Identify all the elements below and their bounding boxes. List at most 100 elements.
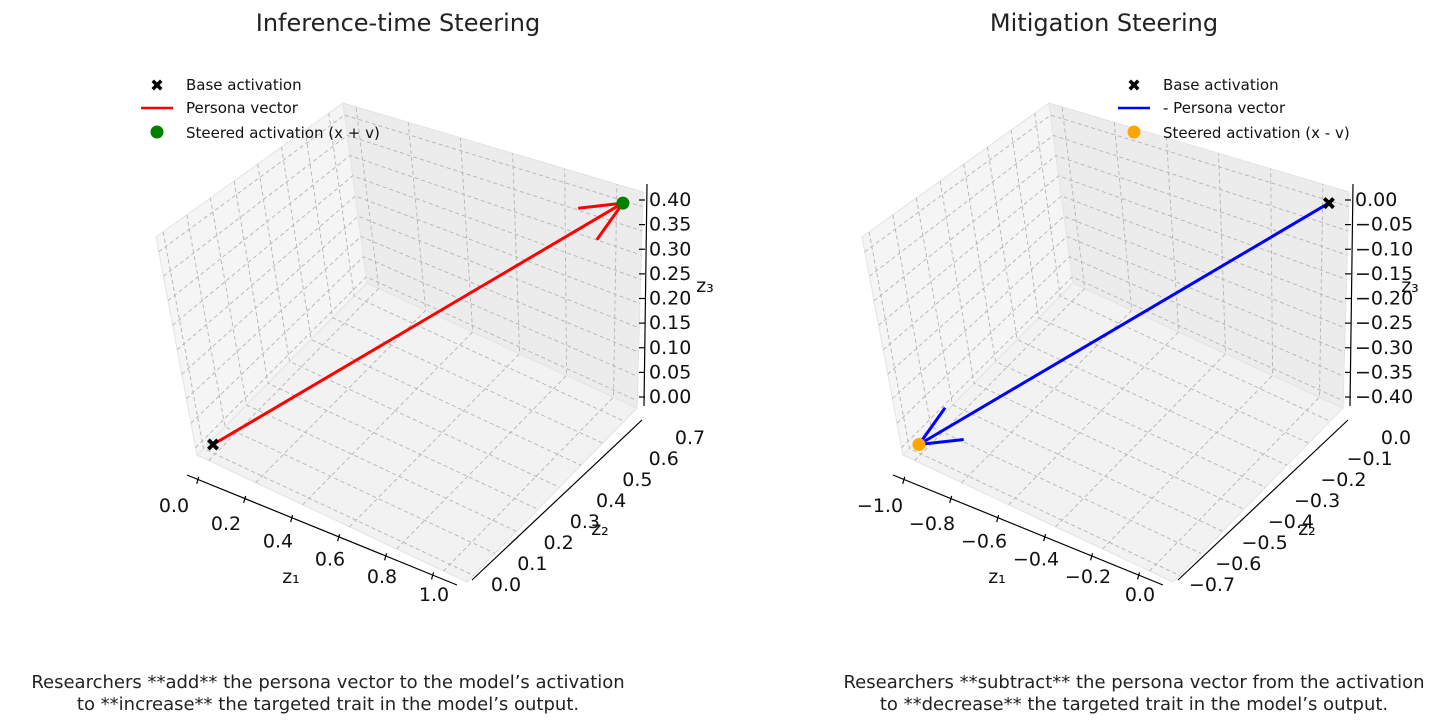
caption-line-1: Researchers **subtract** the persona vec… xyxy=(843,672,1424,693)
grid-line-y xyxy=(963,164,1266,488)
legend-label-vector: - Persona vector xyxy=(1163,99,1286,117)
legend-label-base: Base activation xyxy=(186,76,302,94)
caption-line-2: to **increase** the targeted trait in th… xyxy=(77,694,579,715)
z-tick-label: −0.20 xyxy=(1355,288,1413,310)
y-tick-label: 0.6 xyxy=(649,448,679,470)
z-tick-label: −0.05 xyxy=(1355,214,1413,236)
z-tick-label: −0.40 xyxy=(1355,386,1413,408)
axis-lines xyxy=(892,183,1354,586)
y-tick-label: −0.2 xyxy=(1320,469,1366,491)
z-axis-label: z₃ xyxy=(1401,275,1419,297)
z-tick-label: −0.25 xyxy=(1355,312,1413,334)
z-tick-label: −0.35 xyxy=(1355,361,1413,383)
z-tick-label: 0.00 xyxy=(1355,189,1397,211)
z-tick-label: 0.10 xyxy=(649,337,691,359)
y-axis-line xyxy=(1177,419,1349,581)
base-activation-marker xyxy=(207,438,219,451)
y-tick-label: 0.1 xyxy=(517,553,547,575)
x-tick-mark xyxy=(996,514,1000,523)
x-tick-mark xyxy=(196,476,200,484)
grid-line-z xyxy=(172,175,641,326)
axis-panes xyxy=(155,102,644,583)
x-tick-label: 0.4 xyxy=(263,531,293,553)
x-tick-labels: −1.0 −0.8 −0.6 −0.4 −0.2 0.0 xyxy=(857,476,1155,606)
steered-activation-point xyxy=(912,438,926,451)
y-tick-labels: 0.00.10.20.30.40.50.60.7 xyxy=(491,427,705,596)
caption-line-2: to **decrease** the targeted trait in th… xyxy=(880,694,1388,715)
z-tick-label: 0.05 xyxy=(649,361,691,383)
grid-line-y xyxy=(987,147,1288,466)
y-tick-label: −0.5 xyxy=(1242,532,1288,554)
grid-line-z xyxy=(882,195,1347,351)
y-axis-line xyxy=(471,419,643,581)
grid-line-y xyxy=(1034,113,1331,422)
grid-line-y xyxy=(915,197,1223,532)
x-tick-label: 0.0 xyxy=(159,495,189,517)
z-tick-label: −0.30 xyxy=(1355,337,1413,359)
grid-line-y xyxy=(892,214,1202,554)
chart-title: Inference-time Steering xyxy=(256,9,540,37)
data-marks xyxy=(207,196,630,451)
z-tick-labels: 0.00 0.050.10 0.150.20 0.25 0.300.35 0.40 xyxy=(639,189,691,408)
legend: Base activation Persona vector Steered a… xyxy=(141,76,380,142)
data-marks xyxy=(912,197,1335,451)
grid-line-z xyxy=(878,175,1347,326)
grid-line-y xyxy=(1010,130,1309,444)
x-tick-mark xyxy=(1043,534,1047,542)
x-tick-label: −0.4 xyxy=(1013,548,1059,570)
x-tick-mark xyxy=(383,553,388,561)
x-tick-label: −0.8 xyxy=(909,513,955,535)
caption-line-1: Researchers **add** the persona vector t… xyxy=(31,672,624,693)
grid-line-x xyxy=(1008,137,1180,506)
x-tick-labels: 0.0 0.2 0.4 0.6 0.8 1.0 xyxy=(159,476,449,606)
grid-line-z xyxy=(887,215,1346,375)
x-tick-mark xyxy=(430,572,435,580)
z-tick-label: 0.40 xyxy=(649,189,691,211)
y-axis-label: z₂ xyxy=(591,518,609,540)
grid-line-x xyxy=(208,106,380,461)
legend-label-steered: Steered activation (x + v) xyxy=(186,124,380,142)
grid-line-x xyxy=(255,122,427,483)
base-activation-point xyxy=(1322,197,1335,210)
x-tick-label: −0.6 xyxy=(961,531,1007,553)
z-tick-label: 0.30 xyxy=(649,238,691,260)
z-tick-label: 0.35 xyxy=(649,214,691,236)
legend-label-base: Base activation xyxy=(1163,76,1279,94)
mitigation-steering-panel: Mitigation Steering −1.0 −0.8 −0.6 −0.4 −0.2… xyxy=(843,9,1424,715)
legend-marker-steered xyxy=(1127,125,1141,139)
grid-line-z xyxy=(892,235,1345,400)
grid-line-y xyxy=(162,231,474,576)
inference-steering-panel: Inference-time Steering 0.0 0.2 0.4 0.6 0.8 1… xyxy=(31,9,713,715)
x-tick-label: −1.0 xyxy=(857,495,903,517)
grid-line-z xyxy=(186,235,639,400)
grid-line-z xyxy=(181,215,640,375)
x-axis-line xyxy=(186,474,458,586)
grid-line-y xyxy=(233,180,539,510)
y-axis-label: z₂ xyxy=(1298,518,1316,540)
y-tick-label: 0.0 xyxy=(1381,427,1411,449)
x-tick-label: 0.8 xyxy=(367,566,397,588)
y-tick-label: 0.7 xyxy=(675,427,705,449)
x-tick-mark xyxy=(290,514,294,523)
chart-title: Mitigation Steering xyxy=(990,9,1218,37)
y-tick-label: 0.3 xyxy=(570,511,600,533)
legend-label-steered: Steered activation (x - v) xyxy=(1163,124,1350,142)
z-tick-label: 0.25 xyxy=(649,263,691,285)
y-tick-label: −0.7 xyxy=(1189,574,1235,596)
grid-line-x xyxy=(914,106,1086,461)
grid-line-y xyxy=(304,130,603,444)
x-tick-label: 1.0 xyxy=(419,584,449,606)
grid-line-z xyxy=(167,155,642,302)
base-activation-marker xyxy=(1322,197,1335,210)
grid-line-z xyxy=(190,256,639,424)
x-tick-mark xyxy=(337,534,341,542)
grid-lines xyxy=(864,106,1349,576)
z-tick-label: 0.20 xyxy=(649,288,691,310)
grid-line-z xyxy=(176,195,641,351)
x-tick-mark xyxy=(949,495,953,504)
y-tick-label: −0.6 xyxy=(1215,553,1261,575)
x-tick-label: 0.6 xyxy=(315,548,345,570)
y-tick-label: 0.0 xyxy=(491,574,521,596)
legend: Base activation - Persona vector Steered… xyxy=(1118,76,1350,142)
grid-line-y xyxy=(281,147,582,466)
